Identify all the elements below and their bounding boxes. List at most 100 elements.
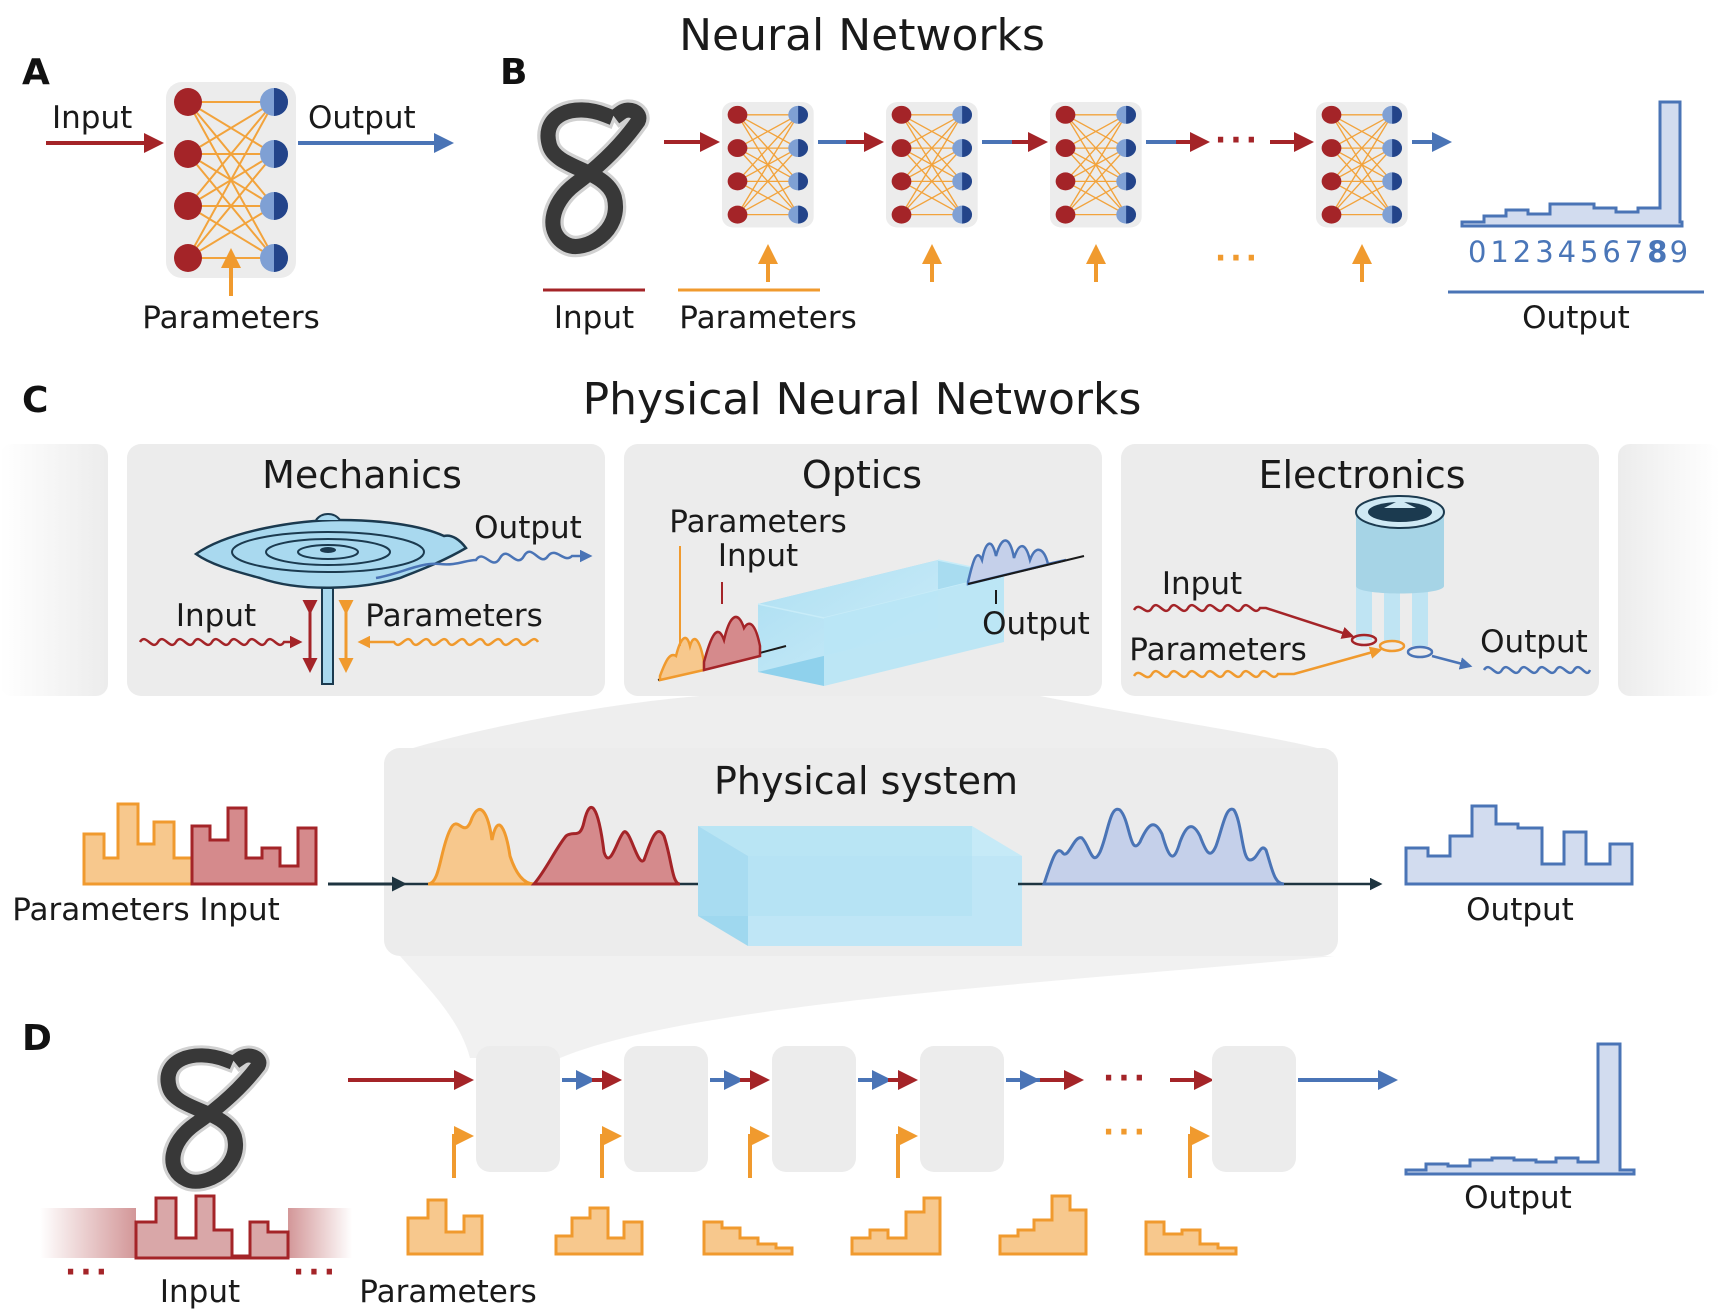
digit-label-0: 0 [1468,235,1486,269]
mechanics-output-wave [375,549,593,580]
ps-param-histogram [82,802,194,886]
mechanics-input-wave [138,635,303,649]
fade-panel-left [0,444,108,696]
physical-system-title: Physical system [714,759,1018,803]
param-hist-5 [998,1194,1088,1256]
optics-param-signal [658,636,706,682]
digit-label-3: 3 [1535,235,1553,269]
panel-d-param-histograms [406,1194,1238,1256]
panel-label-b: B [500,52,527,93]
ps-crystal-icon [698,826,1022,946]
panel-a: Input Output Parameters [46,81,454,336]
zoom-funnel-bottom [400,956,1334,1058]
physical-block-2 [624,1046,708,1172]
panel-d: ··· ··· Input ··· ··· Parameters [40,1042,1636,1310]
panel-d-input-dots-right: ··· [293,1255,339,1290]
panel-d-digit-image [168,1055,259,1181]
electronics-output-label: Output [1480,624,1588,660]
digit-label-6: 6 [1602,235,1620,269]
crystal-icon [757,559,1005,686]
panel-b-ellipsis-arrow: ··· ··· [1146,123,1314,276]
optics-parameters-label: Parameters [669,504,846,540]
digit-label-8: 8 [1647,235,1667,269]
electronics-output-arrow [1431,654,1473,670]
optics-input-signal [702,615,762,672]
electronics-input-wave [1132,603,1355,639]
panel-d-input-dots-left: ··· [65,1255,111,1290]
membrane-icon [193,513,468,685]
panel-b-output-label: Output [1522,300,1630,336]
mechanics-input-label: Input [176,598,256,634]
ps-input-wave [530,806,681,886]
electronics-box: Electronics Input Parameters Output [1121,444,1599,696]
panel-b-ellipsis-top: ··· [1215,123,1261,158]
panel-d-input-fade-left [40,1208,136,1258]
optics-output-signal [966,539,1067,586]
mechanics-param-wave [357,635,540,649]
optics-input-label: Input [718,538,798,574]
panel-b-digit-image [548,110,639,247]
mechanics-parameters-label: Parameters [365,598,542,634]
physical-system-box: Physical system Parameters Input Output [12,748,1634,956]
mechanics-output-label: Output [474,510,582,546]
ps-right-label: Output [1466,892,1574,928]
param-arrow-1 [452,1126,474,1178]
ps-left-label: Parameters Input [12,892,280,928]
digit-label-2: 2 [1513,235,1531,269]
panel-a-parameters-label: Parameters [142,300,319,336]
param-arrow-4 [896,1126,918,1178]
panel-d-input-label: Input [160,1274,240,1310]
electronics-output-wave [1482,665,1592,675]
ps-output-wave [1041,807,1285,886]
physical-block-3 [772,1046,856,1172]
electronics-title: Electronics [1258,453,1465,497]
heading-physical-neural-networks: Physical Neural Networks [583,374,1142,425]
panel-d-ellipsis: ··· ··· [1012,1061,1214,1150]
panel-d-output-label: Output [1464,1180,1572,1216]
electronics-parameters-label: Parameters [1129,632,1306,668]
fade-panel-right [1618,444,1720,696]
panel-b: Input Parameters ··· ··· [543,102,1704,336]
digit-label-9: 9 [1670,235,1688,269]
optics-output-label: Output [982,606,1090,642]
chip-icon [1350,495,1445,659]
panel-d-ellipsis-bottom: ··· [1103,1115,1149,1150]
panel-a-network [165,81,297,279]
panel-d-parameters-label: Parameters [359,1274,536,1310]
panel-c: Mechanics Output Input Parameters Optics [0,444,1720,1058]
ps-param-wave [427,808,535,886]
param-hist-3 [702,1220,794,1256]
param-arrow-3 [748,1126,770,1178]
panel-d-ellipsis-top: ··· [1103,1061,1149,1096]
optics-box: Optics Parameters Input Output [624,444,1102,696]
electronics-input-label: Input [1162,566,1242,602]
param-hist-1 [406,1198,484,1256]
optics-axis-out [967,555,1085,585]
digit-label-5: 5 [1580,235,1598,269]
physical-block-1 [476,1046,560,1172]
physical-block-4 [920,1046,1004,1172]
panel-label-a: A [22,52,50,93]
panel-label-c: C [22,380,48,421]
panel-b-ellipsis-bottom: ··· [1215,241,1261,276]
panel-b-layer-3 [982,101,1143,282]
electronics-param-wave [1132,646,1383,679]
panel-b-layer-last [1315,101,1452,282]
panel-d-last-block [1188,1046,1398,1178]
param-hist-4 [850,1196,942,1256]
ps-input-histogram [190,806,318,886]
ps-output-histogram [1404,804,1634,886]
panel-b-input-label: Input [554,300,634,336]
panel-d-blocks [452,1046,1040,1178]
panel-b-parameters-label: Parameters [679,300,856,336]
panel-b-output-histogram [1460,100,1684,228]
digit-label-4: 4 [1558,235,1576,269]
mechanics-box: Mechanics Output Input Parameters [127,444,605,696]
panel-d-input-fade-right [288,1208,352,1258]
panel-b-layer-1 [664,101,815,282]
heading-neural-networks: Neural Networks [679,10,1045,61]
panel-a-output-label: Output [308,100,416,136]
zoom-funnel-top [400,696,1330,752]
panel-d-input-histogram [134,1194,290,1260]
